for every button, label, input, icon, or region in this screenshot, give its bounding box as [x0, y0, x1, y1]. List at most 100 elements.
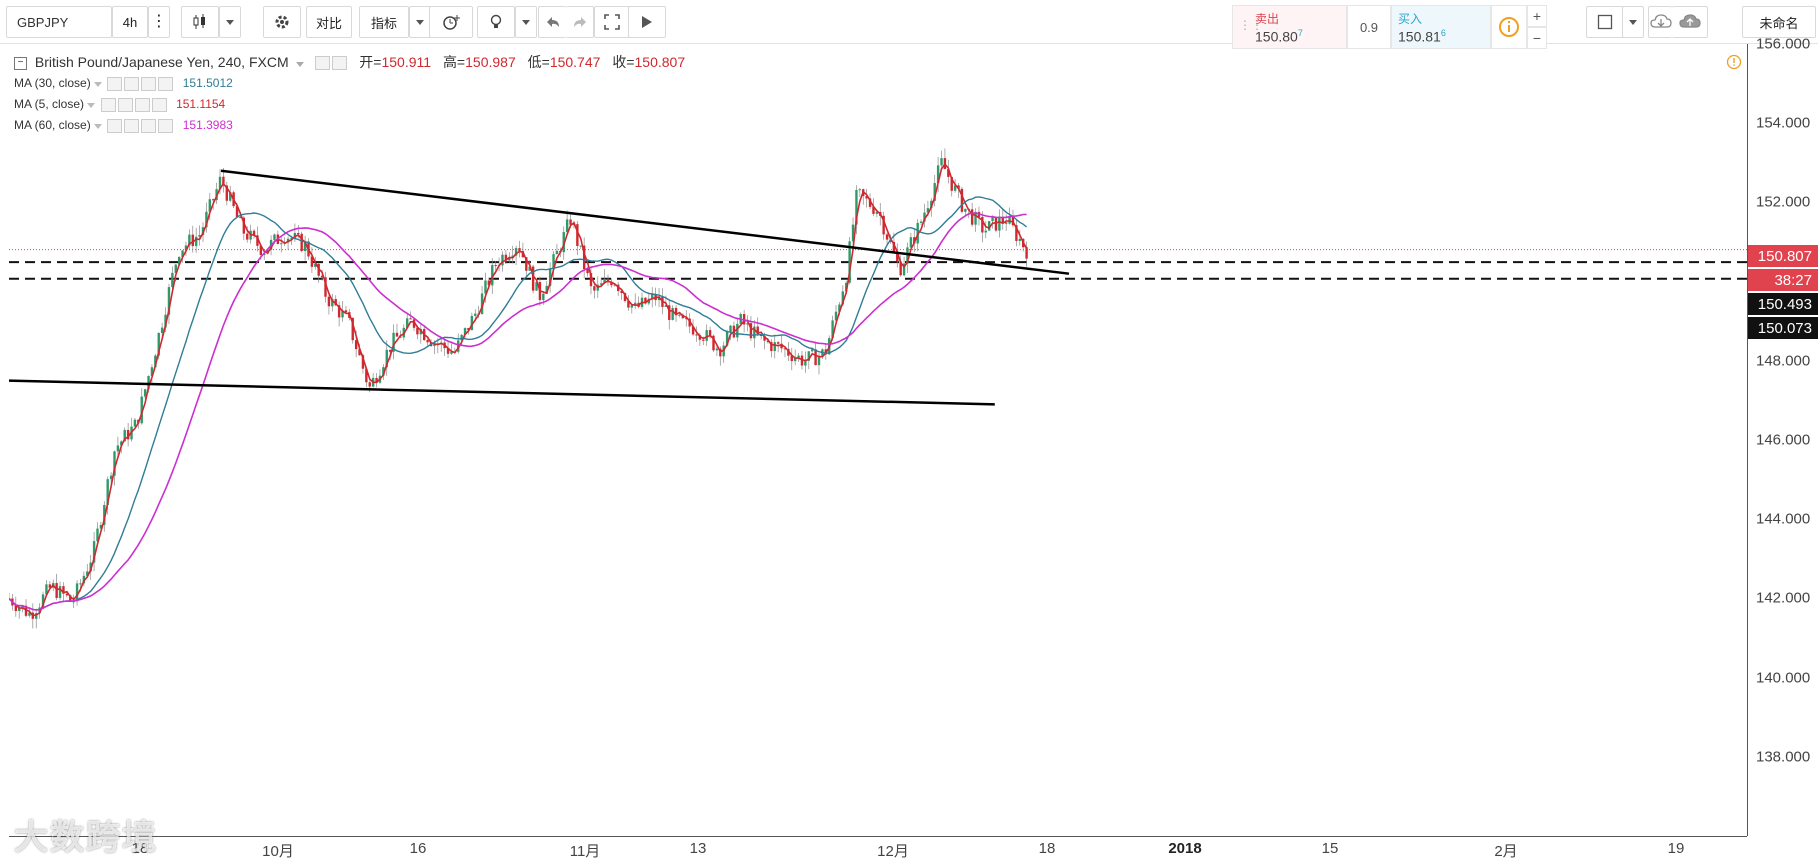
zoom-out-icon[interactable]: − — [1527, 27, 1547, 49]
ma-add-icon[interactable] — [134, 97, 150, 112]
candle-body — [205, 211, 208, 228]
candle-body — [926, 208, 930, 213]
candle-body — [341, 310, 344, 318]
candle-body — [593, 286, 596, 291]
candle-body — [109, 475, 113, 480]
candle-body — [838, 304, 841, 312]
ma-dropdown-icon[interactable] — [94, 82, 103, 87]
chart-type-dropdown-icon[interactable] — [219, 6, 241, 38]
candlestick-icon[interactable] — [181, 6, 219, 38]
ma-eye-icon[interactable] — [107, 76, 123, 91]
candle-body — [994, 217, 998, 231]
candle-body — [14, 605, 18, 611]
alert-clock-icon[interactable] — [429, 6, 473, 38]
low-value: 150.747 — [549, 54, 601, 70]
candle-body — [974, 211, 977, 225]
info-icon[interactable] — [1491, 5, 1527, 49]
legend-settings-icon[interactable] — [332, 56, 348, 71]
drag-handle-icon[interactable]: ⋮⋮ — [1239, 18, 1263, 32]
candle-body — [177, 256, 181, 265]
chart-alert-icon[interactable] — [1726, 54, 1742, 75]
candle-body — [300, 233, 303, 252]
candle-body — [525, 257, 528, 271]
candle-body — [674, 307, 678, 316]
ma-dropdown-icon[interactable] — [94, 124, 103, 129]
ma-remove-icon[interactable] — [158, 118, 174, 133]
ma-settings-icon[interactable] — [124, 118, 140, 133]
candle-body — [664, 305, 668, 307]
replay-play-icon[interactable] — [628, 6, 666, 38]
candle-body — [535, 282, 538, 291]
ma-eye-icon[interactable] — [100, 97, 116, 112]
candle-body — [807, 351, 810, 361]
buy-box[interactable]: 买入 150.816 — [1391, 5, 1491, 49]
candle-body — [208, 199, 211, 212]
symbol-search-input[interactable]: GBPJPY — [6, 6, 112, 38]
idea-dropdown-icon[interactable] — [515, 6, 537, 38]
indicators-dropdown-icon[interactable] — [409, 6, 431, 38]
candle-body — [712, 335, 715, 351]
zoom-in-icon[interactable]: + — [1527, 5, 1547, 27]
candle-body — [48, 584, 52, 588]
sell-box[interactable]: 卖出 150.807 ⋮⋮ — [1232, 5, 1347, 49]
candle-body — [702, 339, 705, 341]
candle-body — [834, 311, 838, 321]
collapse-legend-icon[interactable]: − — [14, 56, 27, 70]
cloud-upload-icon[interactable] — [1672, 6, 1708, 38]
layout-dropdown-icon[interactable] — [1622, 6, 1644, 38]
idea-bulb-icon[interactable] — [477, 6, 515, 38]
candle-body — [35, 613, 38, 619]
interval-button[interactable]: 4h — [112, 6, 148, 38]
title-dropdown-icon[interactable] — [295, 62, 304, 67]
candle-body — [55, 583, 58, 598]
ma-settings-icon[interactable] — [117, 97, 133, 112]
candle-body — [953, 185, 957, 191]
ma-settings-icon[interactable] — [124, 76, 140, 91]
price-chart[interactable] — [9, 44, 1747, 836]
candle-body — [337, 305, 341, 318]
indicators-button[interactable]: 指标 — [359, 6, 409, 38]
ma-eye-icon[interactable] — [107, 118, 123, 133]
ma-add-icon[interactable] — [141, 76, 157, 91]
candle-body — [909, 237, 913, 248]
ma-legend-30: MA (30, close) 151.5012 — [14, 76, 233, 91]
fullscreen-icon[interactable] — [594, 6, 630, 38]
layout-name-button[interactable]: 未命名 — [1742, 6, 1816, 38]
candle-body — [239, 217, 242, 219]
candle-body — [154, 355, 157, 368]
candle-body — [147, 375, 150, 390]
candle-body — [273, 234, 276, 240]
ma-remove-icon[interactable] — [158, 76, 174, 91]
undo-icon[interactable] — [538, 6, 566, 38]
layout-square-icon[interactable] — [1586, 6, 1624, 38]
candle-body — [651, 294, 654, 299]
price-tag: 150.073 — [1748, 317, 1818, 339]
candle-body — [164, 314, 167, 328]
candle-body — [382, 367, 385, 376]
candle-body — [21, 605, 24, 608]
ma-remove-icon[interactable] — [151, 97, 167, 112]
candle-body — [320, 275, 324, 278]
candle-body — [793, 357, 797, 362]
candle-body — [140, 396, 143, 424]
compare-button[interactable]: 对比 — [306, 6, 352, 38]
candle-body — [542, 293, 545, 301]
more-intervals-icon[interactable]: ⋮ — [148, 6, 170, 38]
cloud-download-icon[interactable] — [1648, 6, 1672, 38]
redo-icon[interactable] — [566, 6, 594, 38]
ma-add-icon[interactable] — [141, 118, 157, 133]
candle-body — [256, 235, 259, 246]
price-axis[interactable] — [1747, 44, 1818, 836]
candle-body — [787, 348, 790, 356]
candle-body — [96, 528, 99, 542]
buy-label: 买入 — [1398, 12, 1423, 26]
watermark-logo: 大数跨境 — [14, 819, 158, 857]
legend-eye-icon[interactable] — [315, 56, 331, 71]
candle-body — [388, 349, 392, 352]
gear-icon[interactable] — [263, 6, 301, 38]
candle-body — [620, 291, 623, 294]
candle-body — [123, 429, 126, 442]
candle-body — [518, 248, 521, 252]
time-axis-label: 18 — [131, 840, 149, 857]
ma-dropdown-icon[interactable] — [87, 103, 96, 108]
